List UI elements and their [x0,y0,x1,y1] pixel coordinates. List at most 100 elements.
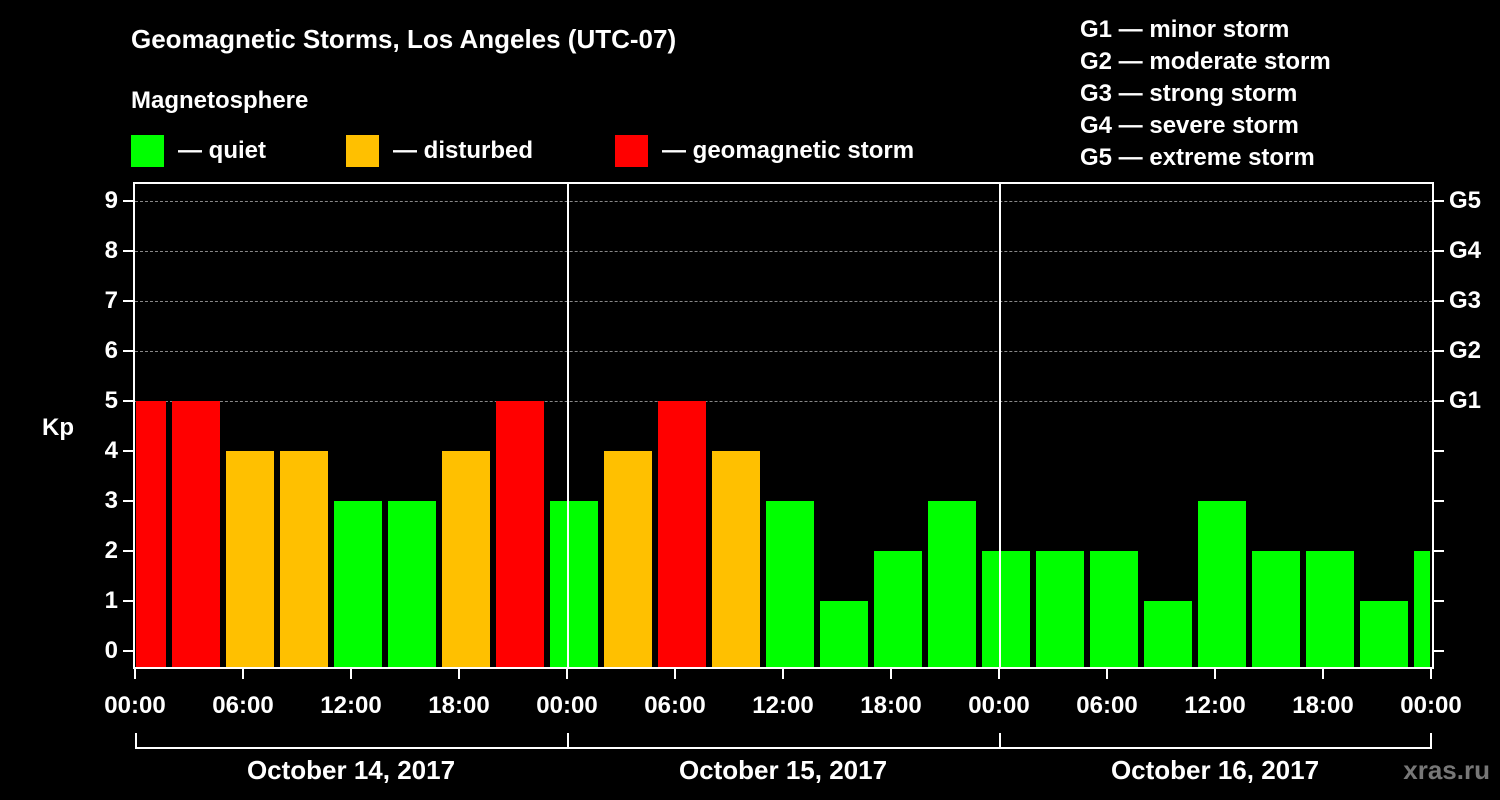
x-tick-label: 00:00 [104,692,166,719]
right-tick [1434,350,1444,352]
y-tick [123,450,133,452]
y-tick-label: 8 [104,237,118,264]
bar-kp-2 [1036,551,1084,667]
bar-kp-5 [496,401,544,667]
legend-disturbed-label: — disturbed [393,137,534,164]
right-tick [1434,450,1444,452]
g-scale-label: G1 [1449,387,1482,414]
storm-scale-g2: G2 — moderate storm [1080,48,1331,75]
bar-kp-3 [1198,501,1246,667]
bar-kp-1 [1144,601,1192,667]
y-tick-label: 0 [104,637,118,664]
bar-kp-2 [1414,551,1430,667]
x-tick-label: 18:00 [1292,692,1354,719]
gridline-kp-6 [135,351,1432,352]
bar-kp-1 [820,601,868,667]
x-tick-label: 12:00 [1184,692,1246,719]
y-tick [123,400,133,402]
bar-kp-2 [1252,551,1300,667]
right-tick [1434,600,1444,602]
legend-storm-label: — geomagnetic storm [662,137,915,164]
x-tick-label: 00:00 [1400,692,1462,719]
x-tick [242,669,244,679]
plot-area [133,182,1434,669]
gridline-kp-5 [135,401,1432,402]
x-tick-label: 06:00 [1076,692,1138,719]
legend-disturbed: — disturbed [346,135,533,167]
right-tick [1434,650,1444,652]
bar-kp-4 [226,451,274,667]
date-bracket [135,747,1432,749]
bar-kp-2 [1306,551,1354,667]
date-bracket-tick [1430,733,1432,747]
x-tick [1106,669,1108,679]
y-tick-label: 6 [104,337,118,364]
y-tick-label: 2 [104,537,118,564]
x-tick-label: 00:00 [968,692,1030,719]
quiet-swatch-icon [131,135,164,167]
y-tick [123,550,133,552]
x-tick [998,669,1000,679]
x-tick [674,669,676,679]
bar-kp-4 [604,451,652,667]
bar-kp-2 [1090,551,1138,667]
y-tick [123,350,133,352]
date-label: October 14, 2017 [246,755,456,785]
x-tick [458,669,460,679]
chart-title: Geomagnetic Storms, Los Angeles (UTC-07) [131,24,677,54]
right-tick [1434,500,1444,502]
storm-scale-legend: G1 — minor storm G2 — moderate storm G3 … [1080,14,1331,174]
y-tick [123,600,133,602]
y-tick-label: 9 [104,187,118,214]
x-tick [350,669,352,679]
y-tick [123,300,133,302]
bar-kp-1 [1360,601,1408,667]
storm-scale-g3: G3 — strong storm [1080,80,1298,107]
bar-kp-3 [334,501,382,667]
x-tick [1430,669,1432,679]
y-tick [123,650,133,652]
g-scale-label: G2 [1449,337,1482,364]
y-tick-label: 4 [104,437,118,464]
x-tick [1322,669,1324,679]
y-tick-label: 5 [104,387,118,414]
bar-kp-4 [280,451,328,667]
bar-kp-5 [658,401,706,667]
storm-scale-g1: G1 — minor storm [1080,16,1290,43]
x-tick [1214,669,1216,679]
x-tick-label: 18:00 [428,692,490,719]
day-separator [999,184,1001,667]
y-tick-label: 7 [104,287,118,314]
bar-kp-2 [874,551,922,667]
y-axis-label: Kp [42,414,74,441]
day-separator [567,184,569,667]
gridline-kp-8 [135,251,1432,252]
gridline-kp-9 [135,201,1432,202]
storm-scale-g4: G4 — severe storm [1080,112,1299,139]
storm-swatch-icon [615,135,648,167]
bar-kp-5 [136,401,166,667]
date-label: October 16, 2017 [1110,755,1320,785]
legend-quiet: — quiet [131,135,266,167]
g-scale-label: G5 [1449,187,1482,214]
date-bracket-tick [567,733,569,747]
y-tick [123,200,133,202]
y-tick [123,250,133,252]
right-tick [1434,550,1444,552]
date-bracket-tick [135,733,137,747]
x-tick [782,669,784,679]
x-tick-label: 12:00 [320,692,382,719]
bar-kp-5 [172,401,220,667]
legend-heading: Magnetosphere [131,87,309,114]
right-tick [1434,300,1444,302]
storm-scale-g5: G5 — extreme storm [1080,144,1315,171]
g-scale-label: G3 [1449,287,1482,314]
bar-kp-3 [550,501,598,667]
disturbed-swatch-icon [346,135,379,167]
bar-kp-4 [712,451,760,667]
bar-kp-3 [766,501,814,667]
y-tick-label: 3 [104,487,118,514]
right-tick [1434,200,1444,202]
x-tick [890,669,892,679]
x-tick-label: 06:00 [644,692,706,719]
